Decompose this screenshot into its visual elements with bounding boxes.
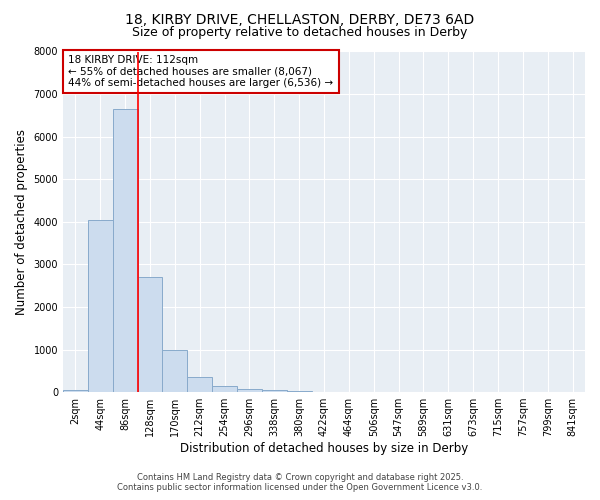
Bar [187, 377, 212, 392]
Bar [63, 390, 88, 392]
X-axis label: Distribution of detached houses by size in Derby: Distribution of detached houses by size … [180, 442, 468, 455]
Bar [237, 388, 262, 392]
Bar [212, 386, 237, 392]
Bar [113, 109, 137, 392]
Text: 18 KIRBY DRIVE: 112sqm
← 55% of detached houses are smaller (8,067)
44% of semi-: 18 KIRBY DRIVE: 112sqm ← 55% of detached… [68, 55, 334, 88]
Text: Contains HM Land Registry data © Crown copyright and database right 2025.
Contai: Contains HM Land Registry data © Crown c… [118, 473, 482, 492]
Bar [137, 277, 163, 392]
Bar [163, 350, 187, 392]
Text: 18, KIRBY DRIVE, CHELLASTON, DERBY, DE73 6AD: 18, KIRBY DRIVE, CHELLASTON, DERBY, DE73… [125, 12, 475, 26]
Bar [262, 390, 287, 392]
Y-axis label: Number of detached properties: Number of detached properties [15, 129, 28, 315]
Bar [88, 220, 113, 392]
Text: Size of property relative to detached houses in Derby: Size of property relative to detached ho… [133, 26, 467, 39]
Bar [287, 391, 311, 392]
